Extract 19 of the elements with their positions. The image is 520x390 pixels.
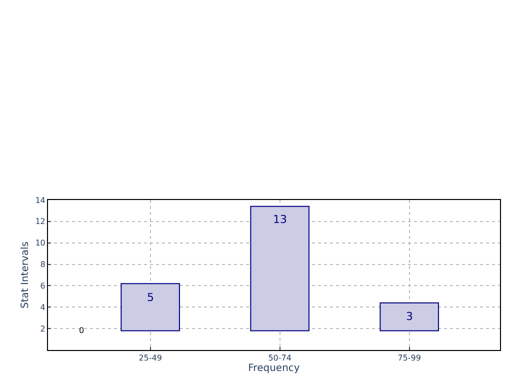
y-tick-label: 10 [35,238,46,248]
y-tick-label: 6 [40,282,46,291]
y-tick-label: 8 [40,260,46,270]
y-tick-label: 2 [40,324,46,334]
y-tick-label: 12 [35,217,46,226]
annotation: 13 [273,213,287,226]
y-axis-title: Stat Intervals [20,241,32,309]
x-tick-label: 50-74 [268,354,292,363]
x-axis-title: Frequency [248,363,300,374]
bar [380,302,439,332]
annotation: 3 [406,310,413,323]
bar [250,206,310,332]
bar [120,283,180,332]
annotation: 5 [147,291,154,304]
x-tick-label: 25-49 [138,354,162,363]
y-tick-label: 14 [35,196,46,205]
annotation: 0 [79,326,84,335]
x-tick-label: 75-99 [398,354,421,363]
y-tick-label: 4 [40,302,46,312]
